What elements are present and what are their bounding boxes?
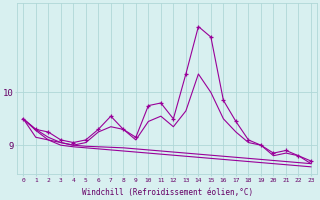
X-axis label: Windchill (Refroidissement éolien,°C): Windchill (Refroidissement éolien,°C) bbox=[82, 188, 253, 197]
